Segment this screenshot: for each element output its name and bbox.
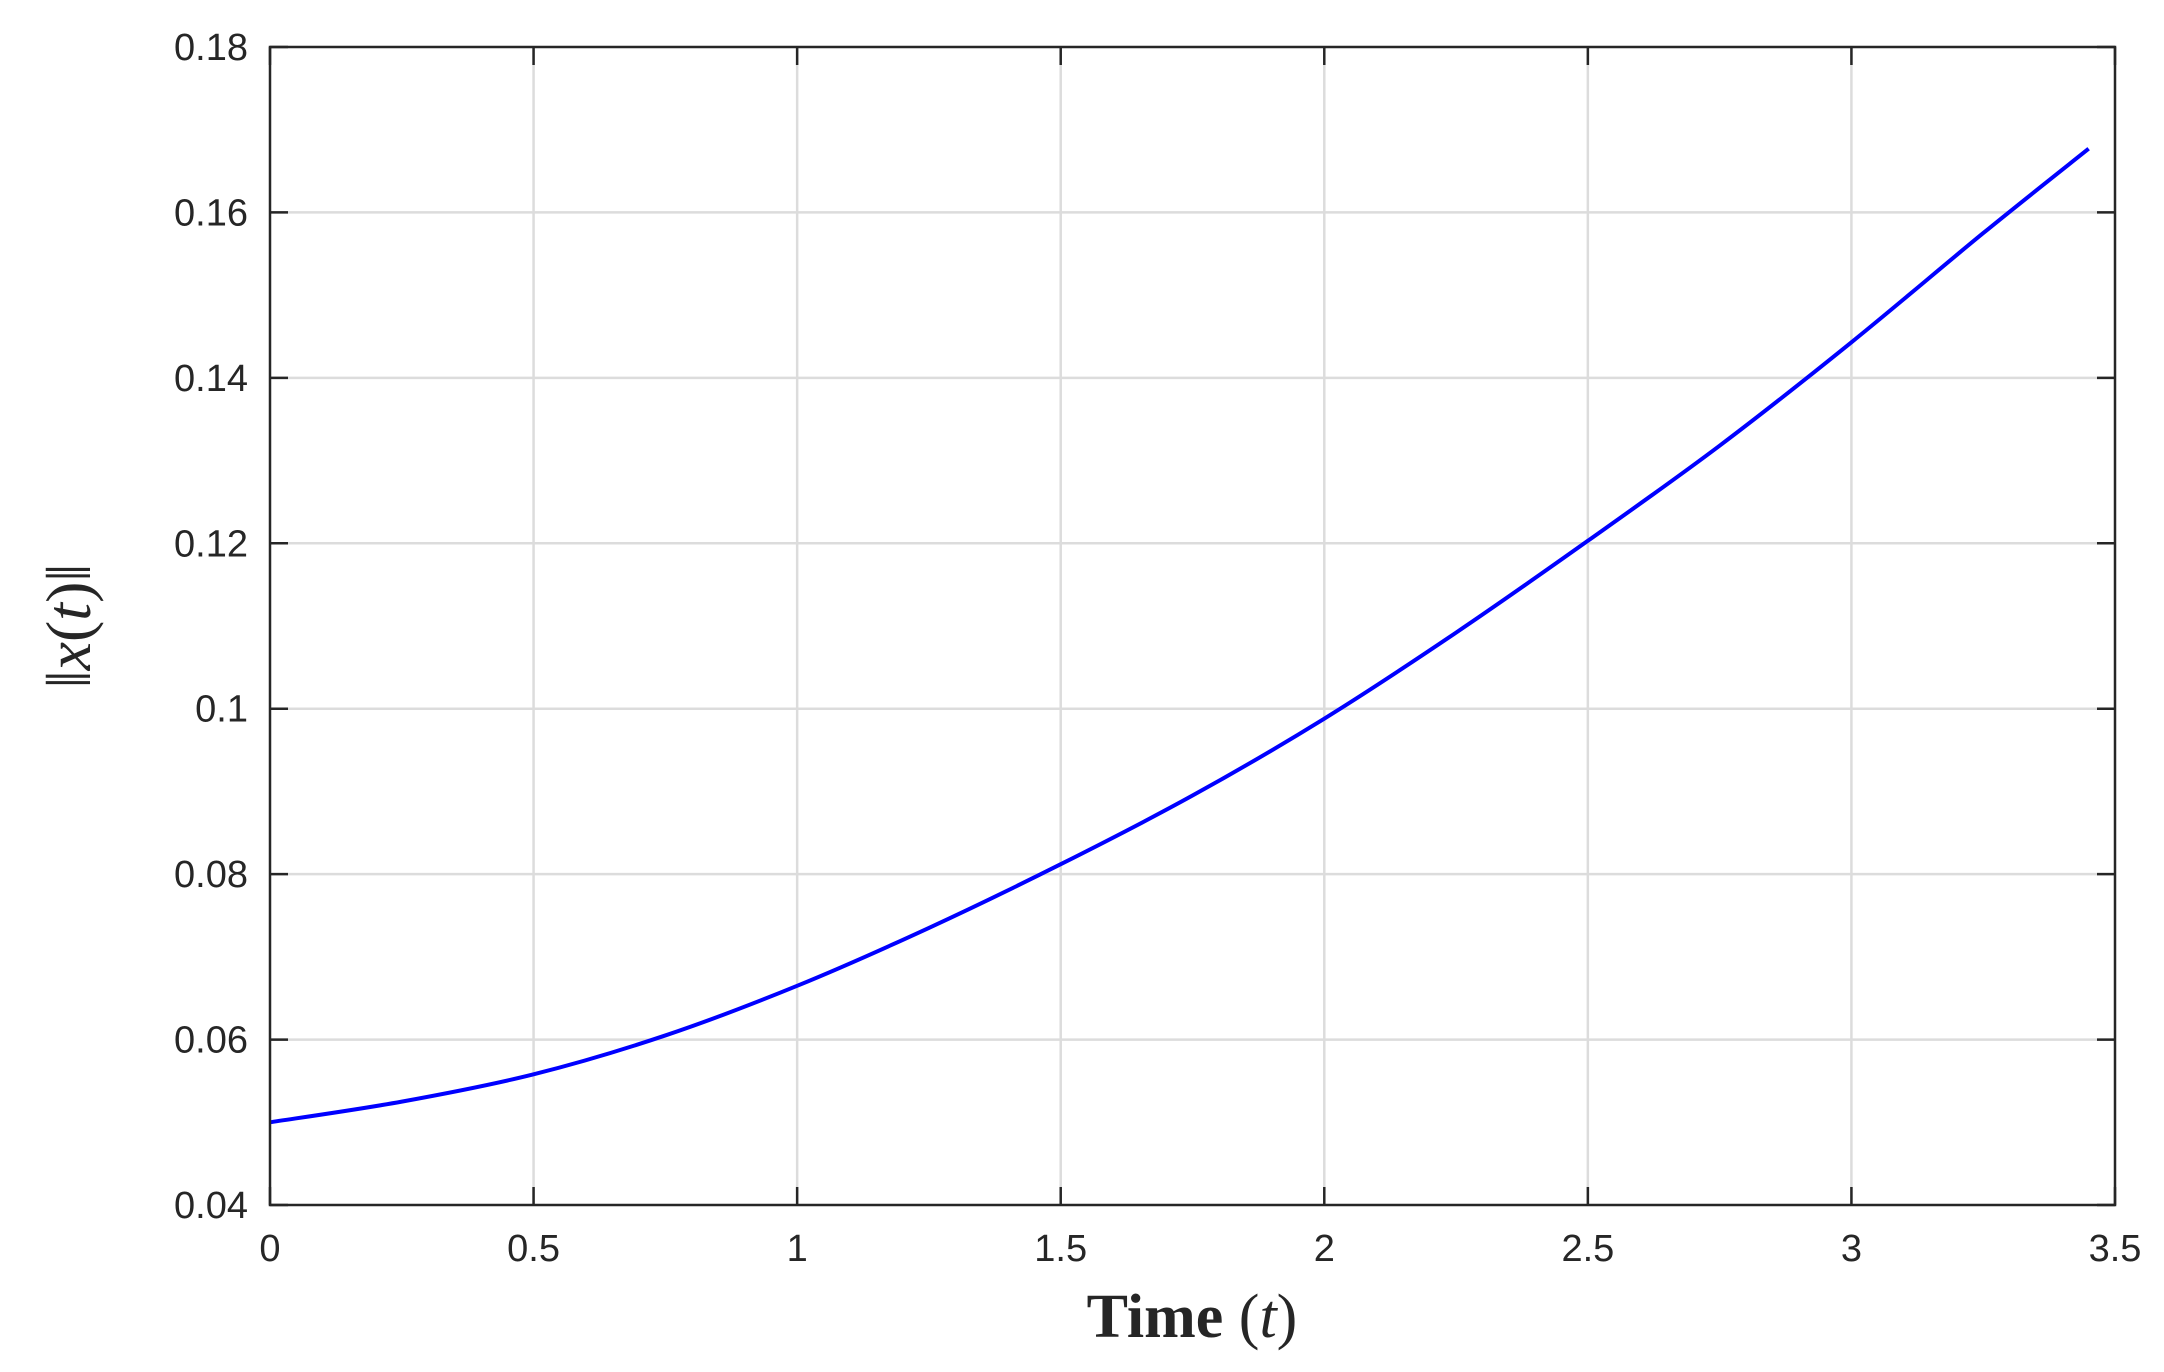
y-tick-label: 0.06 xyxy=(174,1020,248,1062)
x-tick-label: 0.5 xyxy=(507,1228,560,1270)
y-tick-label: 0.12 xyxy=(174,523,248,565)
x-tick-label: 2 xyxy=(1314,1228,1335,1270)
y-tick-label: 0.18 xyxy=(174,27,248,69)
x-axis-label-open-paren: ( xyxy=(1239,1283,1260,1351)
axes-frame xyxy=(268,45,2117,1207)
x-axis-label-close-paren: ) xyxy=(1277,1283,1298,1351)
y-axis-label-variable: x xyxy=(33,642,104,671)
y-axis-label-norm-right: ‖ xyxy=(33,564,104,582)
y-tick-labels: 0.04 0.06 0.08 0.1 0.12 0.14 0.16 0.18 xyxy=(174,27,248,1227)
series-line xyxy=(269,147,2090,1125)
x-tick-label: 1 xyxy=(787,1228,808,1270)
y-axis-label: ‖x(t)‖ xyxy=(33,564,104,689)
x-tick-label: 1.5 xyxy=(1034,1228,1087,1270)
x-tick-label: 3.5 xyxy=(2089,1228,2142,1270)
y-axis-label-close-paren: ) xyxy=(33,582,104,603)
x-axis-label-text: Time xyxy=(1087,1283,1224,1351)
plot-area xyxy=(270,47,2115,1205)
x-axis-label: Time (t) xyxy=(1087,1283,1298,1351)
y-tick-label: 0.1 xyxy=(195,689,248,731)
x-axis-label-variable: t xyxy=(1259,1283,1278,1351)
y-tick-label: 0.16 xyxy=(174,192,248,234)
y-tick-label: 0.04 xyxy=(174,1185,248,1227)
y-axis-label-argument: t xyxy=(33,601,104,621)
x-tick-label: 2.5 xyxy=(1561,1228,1614,1270)
x-tick-label: 0 xyxy=(259,1228,280,1270)
x-tick-labels: 0 0.5 1 1.5 2 2.5 3 3.5 xyxy=(259,1228,2141,1270)
x-tick-label: 3 xyxy=(1841,1228,1862,1270)
y-axis-label-norm-left: ‖ xyxy=(33,670,104,688)
series-layer xyxy=(269,147,2090,1125)
y-tick-label: 0.08 xyxy=(174,854,248,896)
y-axis-label-open-paren: ( xyxy=(33,621,104,642)
y-tick-label: 0.14 xyxy=(174,358,248,400)
